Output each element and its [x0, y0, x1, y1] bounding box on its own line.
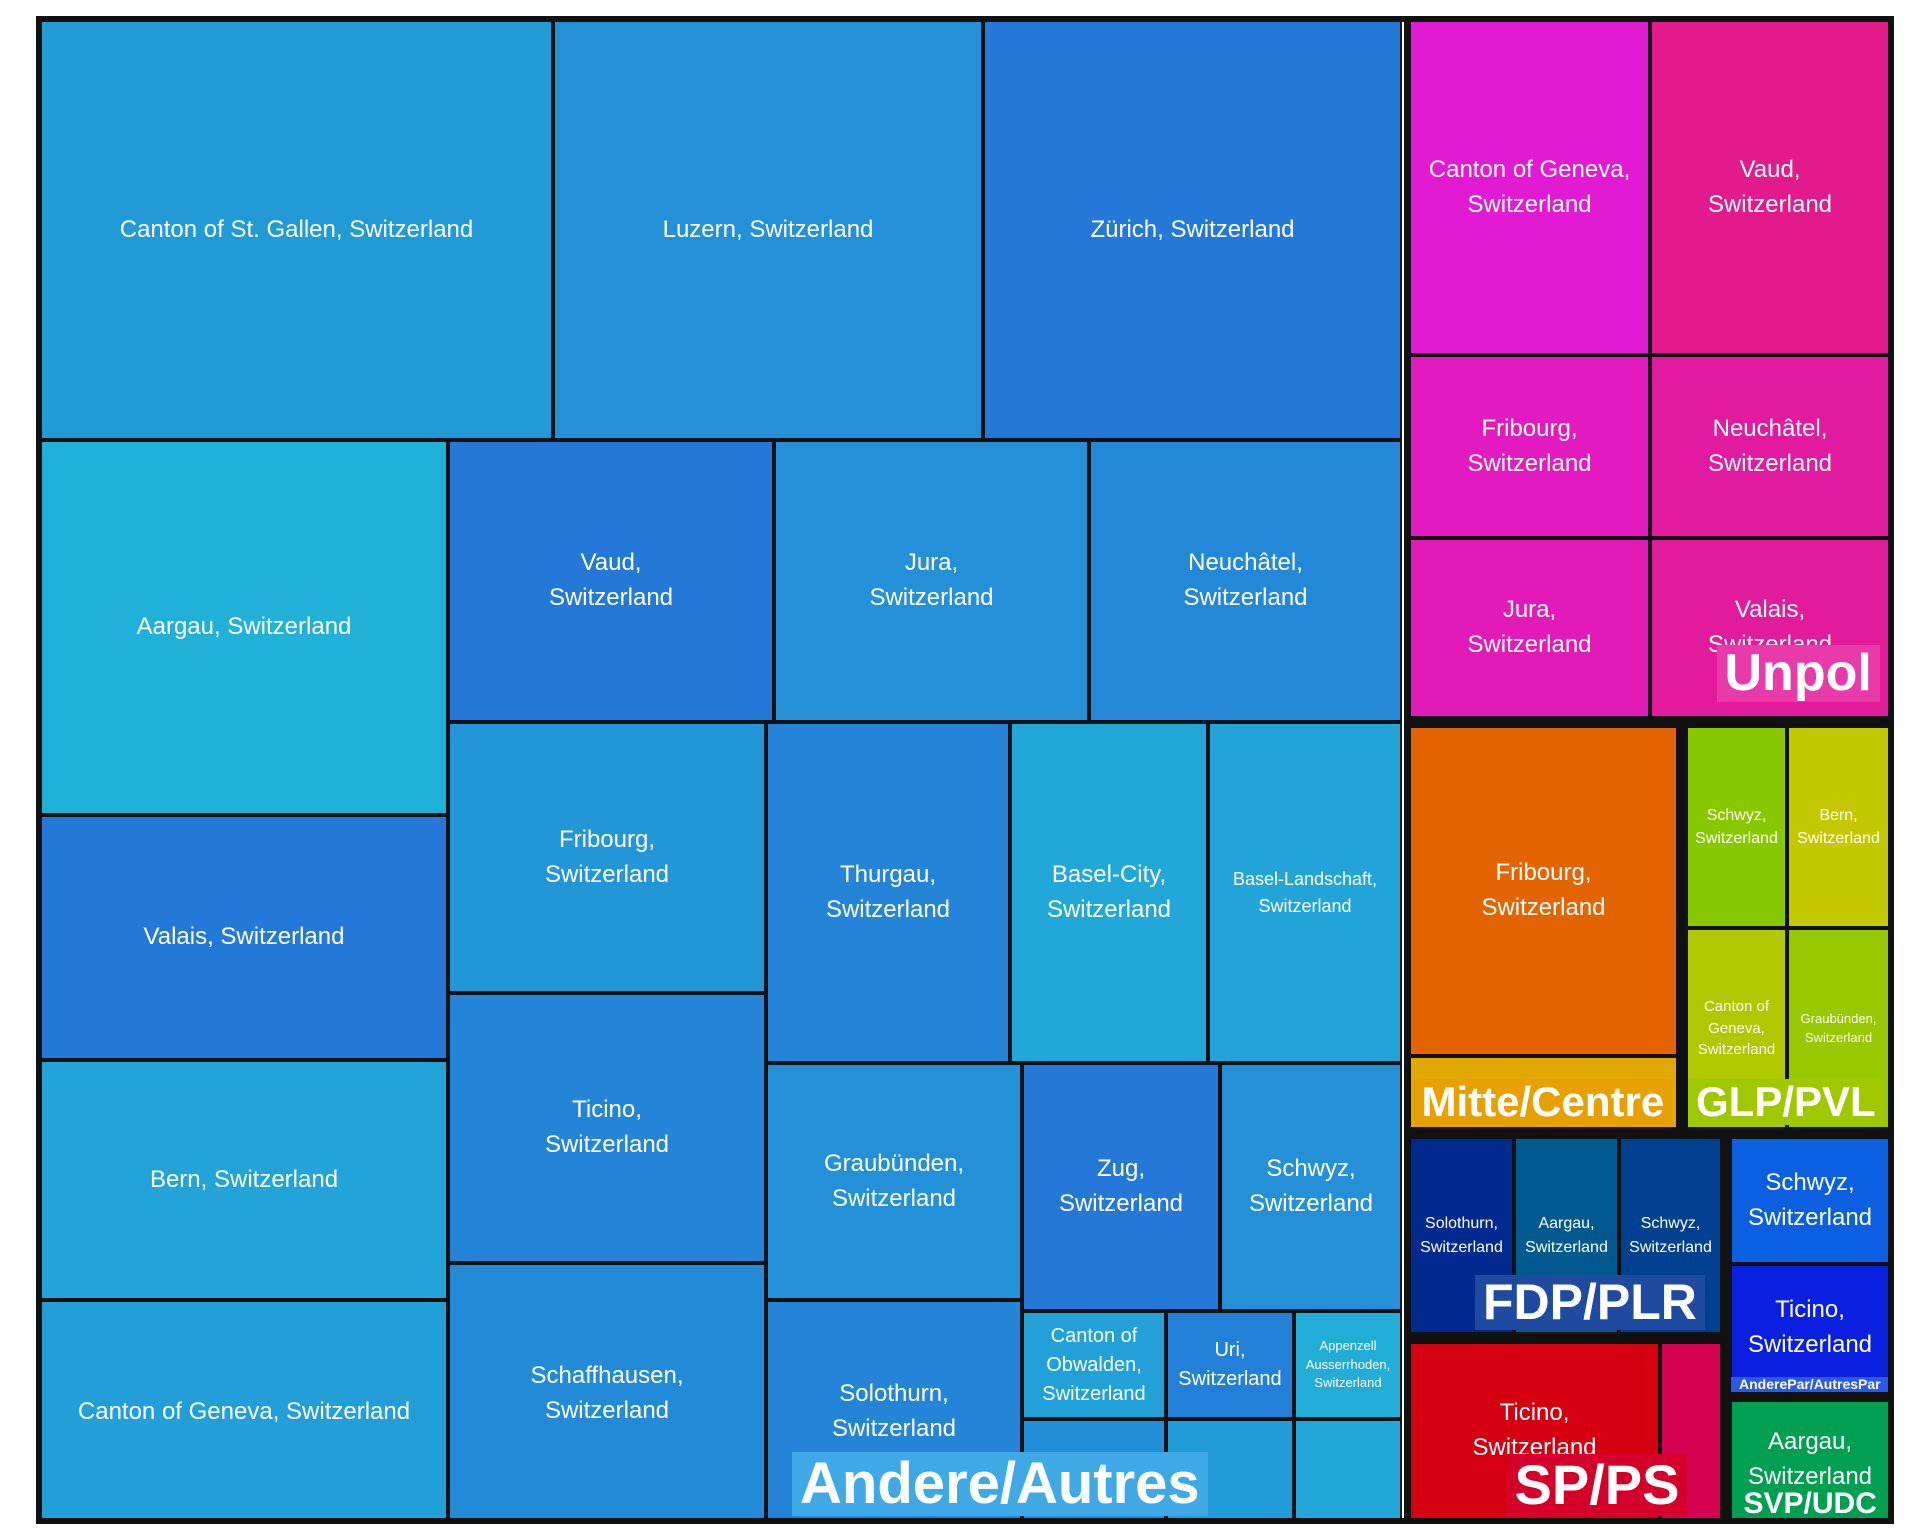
treemap-tile-label: Ticino, Switzerland — [1747, 1296, 1873, 1358]
treemap-tile: Vaud, Switzerland — [448, 440, 774, 722]
treemap-tile: Canton of Geneva, Switzerland — [1409, 20, 1650, 355]
treemap-tile: Thurgau, Switzerland — [766, 722, 1010, 1063]
treemap-group-label: Mitte/Centre — [1413, 1078, 1673, 1126]
treemap-tile-label: Schwyz, Switzerland — [1629, 1215, 1712, 1256]
treemap-tile-label: Zürich, Switzerland — [1090, 215, 1295, 243]
treemap-tile: Schwyz, Switzerland — [1220, 1063, 1402, 1311]
treemap-tile-label: Graubünden, Switzerland — [1800, 1010, 1877, 1045]
treemap-tile-label — [1687, 1427, 1695, 1435]
treemap-tile-label: Basel-City, Switzerland — [1046, 860, 1172, 923]
treemap-tile: Schwyz, Switzerland — [1730, 1137, 1890, 1264]
treemap-tile — [1294, 1419, 1402, 1524]
treemap-group-label: FDP/PLR — [1475, 1275, 1705, 1330]
treemap-tile: Fribourg, Switzerland — [1409, 726, 1678, 1056]
treemap-tile: Zürich, Switzerland — [983, 20, 1402, 440]
treemap-tile: Neuchâtel, Switzerland — [1650, 355, 1890, 538]
treemap-tile-label: Aargau, Switzerland — [1747, 1428, 1873, 1490]
treemap-tile: Fribourg, Switzerland — [1409, 355, 1650, 538]
treemap-group-label: Andere/Autres — [792, 1452, 1208, 1516]
treemap-tile: Valais, Switzerland — [40, 815, 448, 1060]
treemap-tile: Schwyz, Switzerland — [1686, 726, 1787, 928]
treemap-tile-label: Canton of Geneva, Switzerland — [1428, 155, 1631, 218]
treemap-tile-label: Canton of St. Gallen, Switzerland — [119, 215, 474, 243]
treemap-group-label: GLP/PVL — [1688, 1078, 1884, 1126]
treemap-tile-label: Fribourg, Switzerland — [1481, 859, 1606, 921]
treemap-tile: Canton of Obwalden, Switzerland — [1022, 1311, 1166, 1419]
treemap-tile-label: Appenzell Ausserrhoden, Switzerland — [1305, 1337, 1391, 1391]
treemap-tile: Uri, Switzerland — [1166, 1311, 1294, 1419]
treemap-tile: Jura, Switzerland — [774, 440, 1089, 722]
treemap-tile-label: Jura, Switzerland — [869, 549, 994, 611]
treemap-tile: Basel-Landschaft, Switzerland — [1208, 722, 1402, 1063]
treemap-tile-label: Vaud, Switzerland — [548, 549, 674, 611]
treemap-tile-label: Fribourg, Switzerland — [544, 825, 670, 888]
treemap-tile-label: Schaffhausen, Switzerland — [530, 1361, 684, 1424]
treemap-tile-label: Zug, Switzerland — [1058, 1155, 1184, 1217]
treemap-tile: Vaud, Switzerland — [1650, 20, 1890, 355]
treemap-tile-label: Graubünden, Switzerland — [823, 1149, 965, 1212]
treemap-tile: Ticino, Switzerland — [448, 993, 766, 1263]
treemap-tile-label: Jura, Switzerland — [1467, 596, 1592, 658]
treemap-tile: Fribourg, Switzerland — [448, 722, 766, 993]
treemap-tile: Bern, Switzerland — [1787, 726, 1890, 928]
treemap-group-label: SVP/UDC — [1735, 1487, 1885, 1520]
treemap-tile: Bern, Switzerland — [40, 1060, 448, 1300]
treemap-tile-label: Bern, Switzerland — [1797, 806, 1880, 847]
treemap-group-label: Unpol — [1716, 644, 1880, 703]
treemap-tile-label: Uri, Switzerland — [1178, 1339, 1282, 1390]
treemap-tile: Appenzell Ausserrhoden, Switzerland — [1294, 1311, 1402, 1419]
treemap-tile-label: Valais, Switzerland — [143, 923, 345, 951]
treemap-tile: Aargau, Switzerland — [40, 440, 448, 815]
treemap-tile: Canton of St. Gallen, Switzerland — [40, 20, 553, 440]
treemap-tile: Zug, Switzerland — [1022, 1063, 1220, 1311]
treemap-tile: Basel-City, Switzerland — [1010, 722, 1208, 1063]
treemap-tile-label: Neuchâtel, Switzerland — [1707, 414, 1833, 477]
treemap-tile-label: Canton of Geneva, Switzerland — [77, 1397, 411, 1425]
treemap-tile: Luzern, Switzerland — [553, 20, 983, 440]
treemap-tile-label: Luzern, Switzerland — [662, 215, 874, 243]
treemap-tile: Neuchâtel, Switzerland — [1089, 440, 1402, 722]
treemap-tile-label: Schwyz, Switzerland — [1248, 1155, 1374, 1217]
treemap-tile-label: Schwyz, Switzerland — [1747, 1168, 1873, 1231]
treemap-tile-label — [1344, 1468, 1352, 1476]
treemap-tile-label: Ticino, Switzerland — [544, 1096, 670, 1158]
treemap-tile-label: Aargau, Switzerland — [1525, 1215, 1608, 1256]
treemap-group-label: SP/PS — [1506, 1454, 1688, 1516]
treemap-tile-label: Vaud, Switzerland — [1707, 155, 1833, 218]
treemap-tile-label — [1226, 1468, 1234, 1476]
treemap-tile: Canton of Geneva, Switzerland — [40, 1300, 448, 1524]
treemap-tile-label: Schwyz, Switzerland — [1695, 806, 1778, 847]
treemap-tile-label: Aargau, Switzerland — [136, 613, 352, 641]
treemap-tile: Ticino, Switzerland — [1730, 1264, 1890, 1392]
treemap-tile: Graubünden, Switzerland — [766, 1063, 1022, 1300]
treemap-tile-label: Solothurn, Switzerland — [831, 1380, 957, 1442]
treemap-tile-label: Neuchâtel, Switzerland — [1183, 549, 1308, 611]
treemap-tile-label: Canton of Obwalden, Switzerland — [1042, 1324, 1146, 1405]
treemap-tile-label: Basel-Landschaft, Switzerland — [1232, 869, 1378, 916]
treemap-tile: Schaffhausen, Switzerland — [448, 1263, 766, 1524]
treemap-tile-label: Thurgau, Switzerland — [825, 860, 951, 923]
treemap-tile-label: Bern, Switzerland — [149, 1165, 339, 1193]
treemap-group-label: AnderePar/AutresPar — [1731, 1376, 1889, 1393]
treemap-tile-label: Fribourg, Switzerland — [1467, 414, 1592, 477]
treemap-tile-label: Canton of Geneva, Switzerland — [1697, 997, 1776, 1059]
treemap-tile: Jura, Switzerland — [1409, 538, 1650, 718]
treemap-tile-label: Solothurn, Switzerland — [1420, 1215, 1503, 1256]
